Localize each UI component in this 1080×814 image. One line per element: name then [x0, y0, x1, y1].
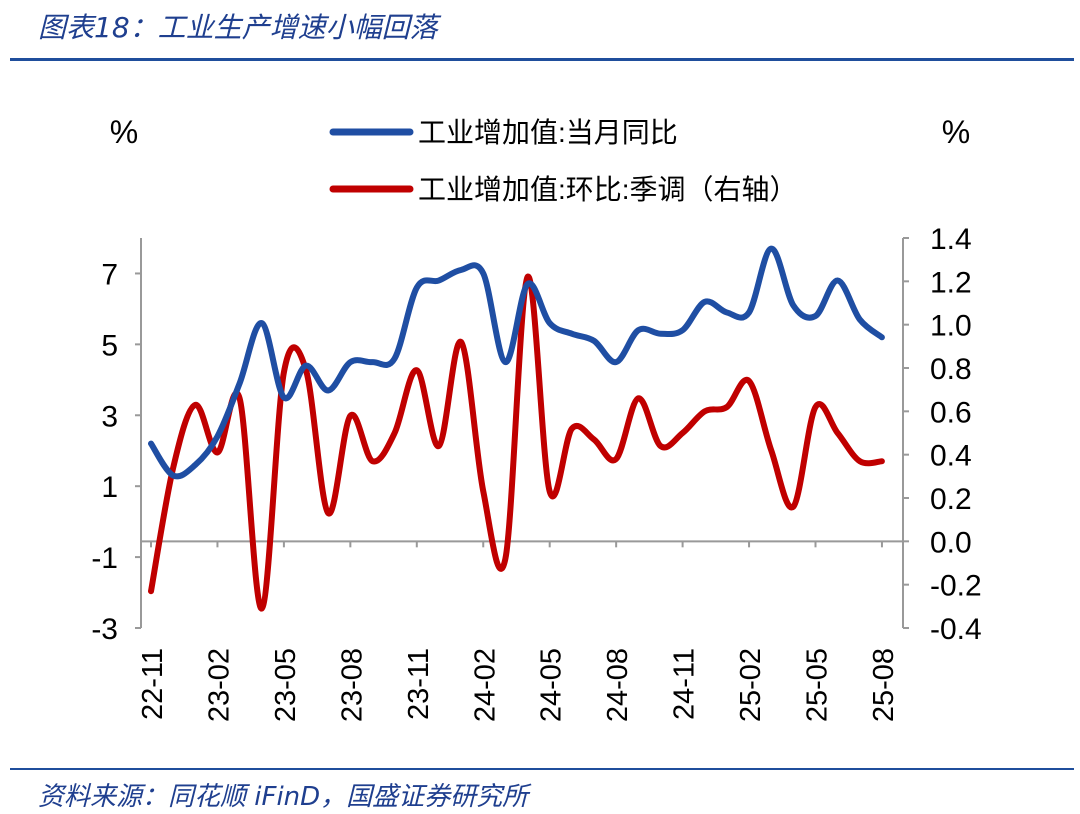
- legend-label: 工业增加值:环比:季调（右轴）: [418, 174, 798, 205]
- left-tick-label: 1: [101, 471, 118, 504]
- x-tick-label: 24-02: [469, 648, 501, 722]
- right-tick-label: -0.2: [930, 570, 982, 603]
- axes-layer: 7 5 3 1 -1 -3 1.4 1.2 1.0 0.8 0.6 0.4 0.2 0.0 -0.2 -0.4…: [91, 223, 981, 722]
- left-tick-label: -1: [91, 542, 118, 575]
- left-tick-label: 7: [101, 258, 118, 291]
- right-tick-label: 1.0: [930, 310, 972, 343]
- x-tick-label: 25-05: [802, 648, 834, 722]
- x-tick-label: 23-08: [336, 648, 368, 722]
- x-tick-label: 24-05: [536, 648, 568, 722]
- x-tick-label: 22-11: [137, 648, 169, 720]
- right-tick-label: -0.4: [930, 613, 982, 646]
- right-tick-label: 0.8: [930, 353, 972, 386]
- legend-label: 工业增加值:当月同比: [418, 117, 678, 148]
- top-divider: [10, 58, 1074, 61]
- series-line-yoy: [148, 245, 885, 480]
- series-layer: [148, 245, 885, 612]
- left-tick-label: 5: [101, 329, 118, 362]
- source-note: 资料来源：同花顺 iFinD，国盛证券研究所: [38, 782, 529, 812]
- left-tick-label: 3: [101, 400, 118, 433]
- right-tick-label: 0.2: [930, 483, 972, 516]
- x-tick-label: 25-02: [735, 648, 767, 722]
- right-tick-label: 0.6: [930, 396, 972, 429]
- right-tick-label: 0.4: [930, 440, 972, 473]
- right-axis-unit: %: [942, 114, 970, 150]
- x-tick-label: 25-08: [868, 648, 900, 722]
- series-line-mom: [148, 273, 885, 612]
- bottom-divider: [10, 768, 1074, 770]
- right-tick-label: 1.2: [930, 266, 972, 299]
- x-tick-label: 24-08: [602, 648, 634, 722]
- x-tick-label: 23-11: [403, 648, 435, 720]
- right-tick-label: 0.0: [930, 526, 972, 559]
- x-tick-label: 23-02: [203, 648, 235, 722]
- right-tick-label: 1.4: [930, 223, 972, 256]
- left-tick-label: -3: [91, 613, 118, 646]
- left-axis-unit: %: [110, 114, 138, 150]
- figure-title: 图表18：工业生产增速小幅回落: [38, 11, 438, 44]
- x-tick-label: 23-05: [270, 648, 302, 722]
- x-tick-label: 24-11: [669, 648, 701, 720]
